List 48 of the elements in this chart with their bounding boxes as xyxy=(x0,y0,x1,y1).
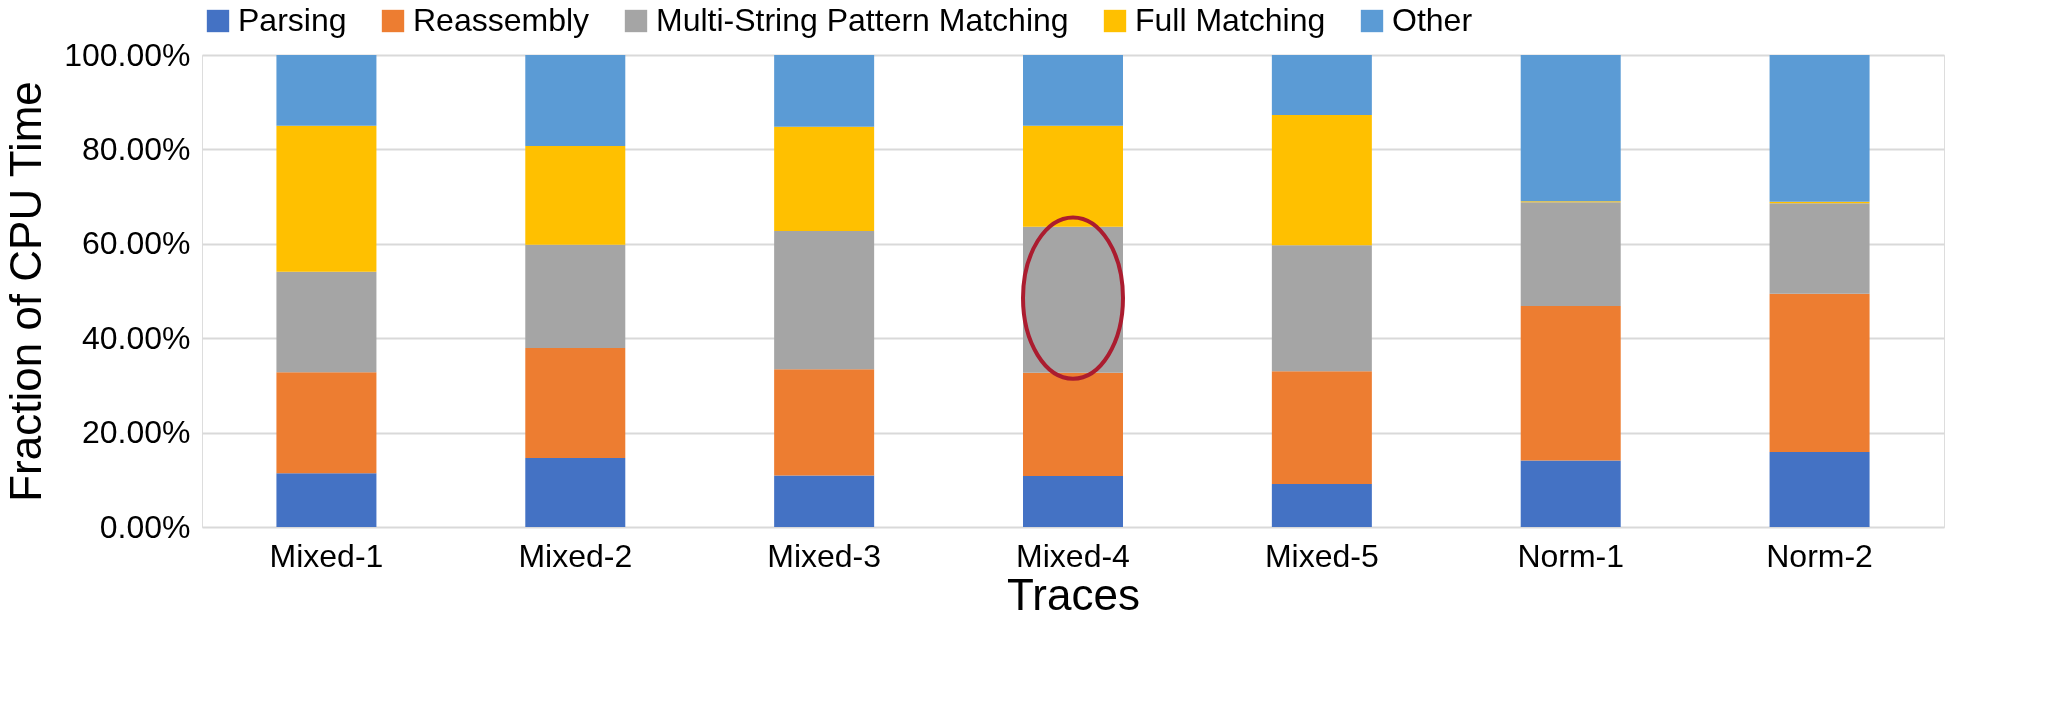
bar xyxy=(774,369,875,476)
bar xyxy=(1271,245,1372,372)
legend-label: Multi-String Pattern Matching xyxy=(656,2,1069,38)
bar xyxy=(1520,306,1621,461)
bar xyxy=(1520,55,1621,202)
y-axis-title: Fraction of CPU Time xyxy=(1,81,51,502)
y-tick-label: 20.00% xyxy=(81,414,191,451)
bar xyxy=(1769,451,1870,527)
x-tick-label: Mixed-3 xyxy=(767,537,882,574)
y-tick-label: 100.00% xyxy=(64,36,191,73)
bar xyxy=(276,55,377,126)
bar xyxy=(525,348,626,459)
bar xyxy=(1023,55,1123,126)
bar xyxy=(525,458,626,527)
y-tick-label: 0.00% xyxy=(99,508,191,545)
bar xyxy=(525,55,626,147)
bar xyxy=(276,125,377,272)
legend-label: Parsing xyxy=(238,2,347,38)
legend-label: Other xyxy=(1392,2,1473,38)
legend-label: Full Matching xyxy=(1135,2,1326,38)
x-tick-label: Mixed-1 xyxy=(269,537,384,574)
bar xyxy=(1271,484,1372,527)
bar xyxy=(1271,371,1372,485)
bar xyxy=(1769,293,1870,452)
y-tick-label: 80.00% xyxy=(81,130,191,167)
bar xyxy=(276,271,377,373)
bar xyxy=(774,55,875,127)
x-tick-label: Norm-1 xyxy=(1517,537,1625,574)
legend-label: Reassembly xyxy=(413,2,590,38)
bar xyxy=(774,231,875,370)
bar xyxy=(1271,55,1372,115)
x-tick-label: Norm-2 xyxy=(1766,537,1873,574)
x-tick-label: Mixed-2 xyxy=(518,537,633,574)
bar xyxy=(1769,55,1870,202)
bar xyxy=(525,146,626,245)
y-tick-label: 60.00% xyxy=(81,225,191,262)
bar xyxy=(1520,460,1621,527)
bar xyxy=(774,126,875,232)
bar xyxy=(1520,202,1621,307)
bar xyxy=(1023,476,1123,527)
bar xyxy=(276,473,377,527)
bar xyxy=(1769,203,1870,294)
y-tick-label: 40.00% xyxy=(81,319,191,356)
x-tick-label: Mixed-5 xyxy=(1264,537,1379,574)
bar xyxy=(276,372,377,474)
bar xyxy=(1271,114,1372,246)
bar xyxy=(774,475,875,527)
bar xyxy=(525,244,626,349)
